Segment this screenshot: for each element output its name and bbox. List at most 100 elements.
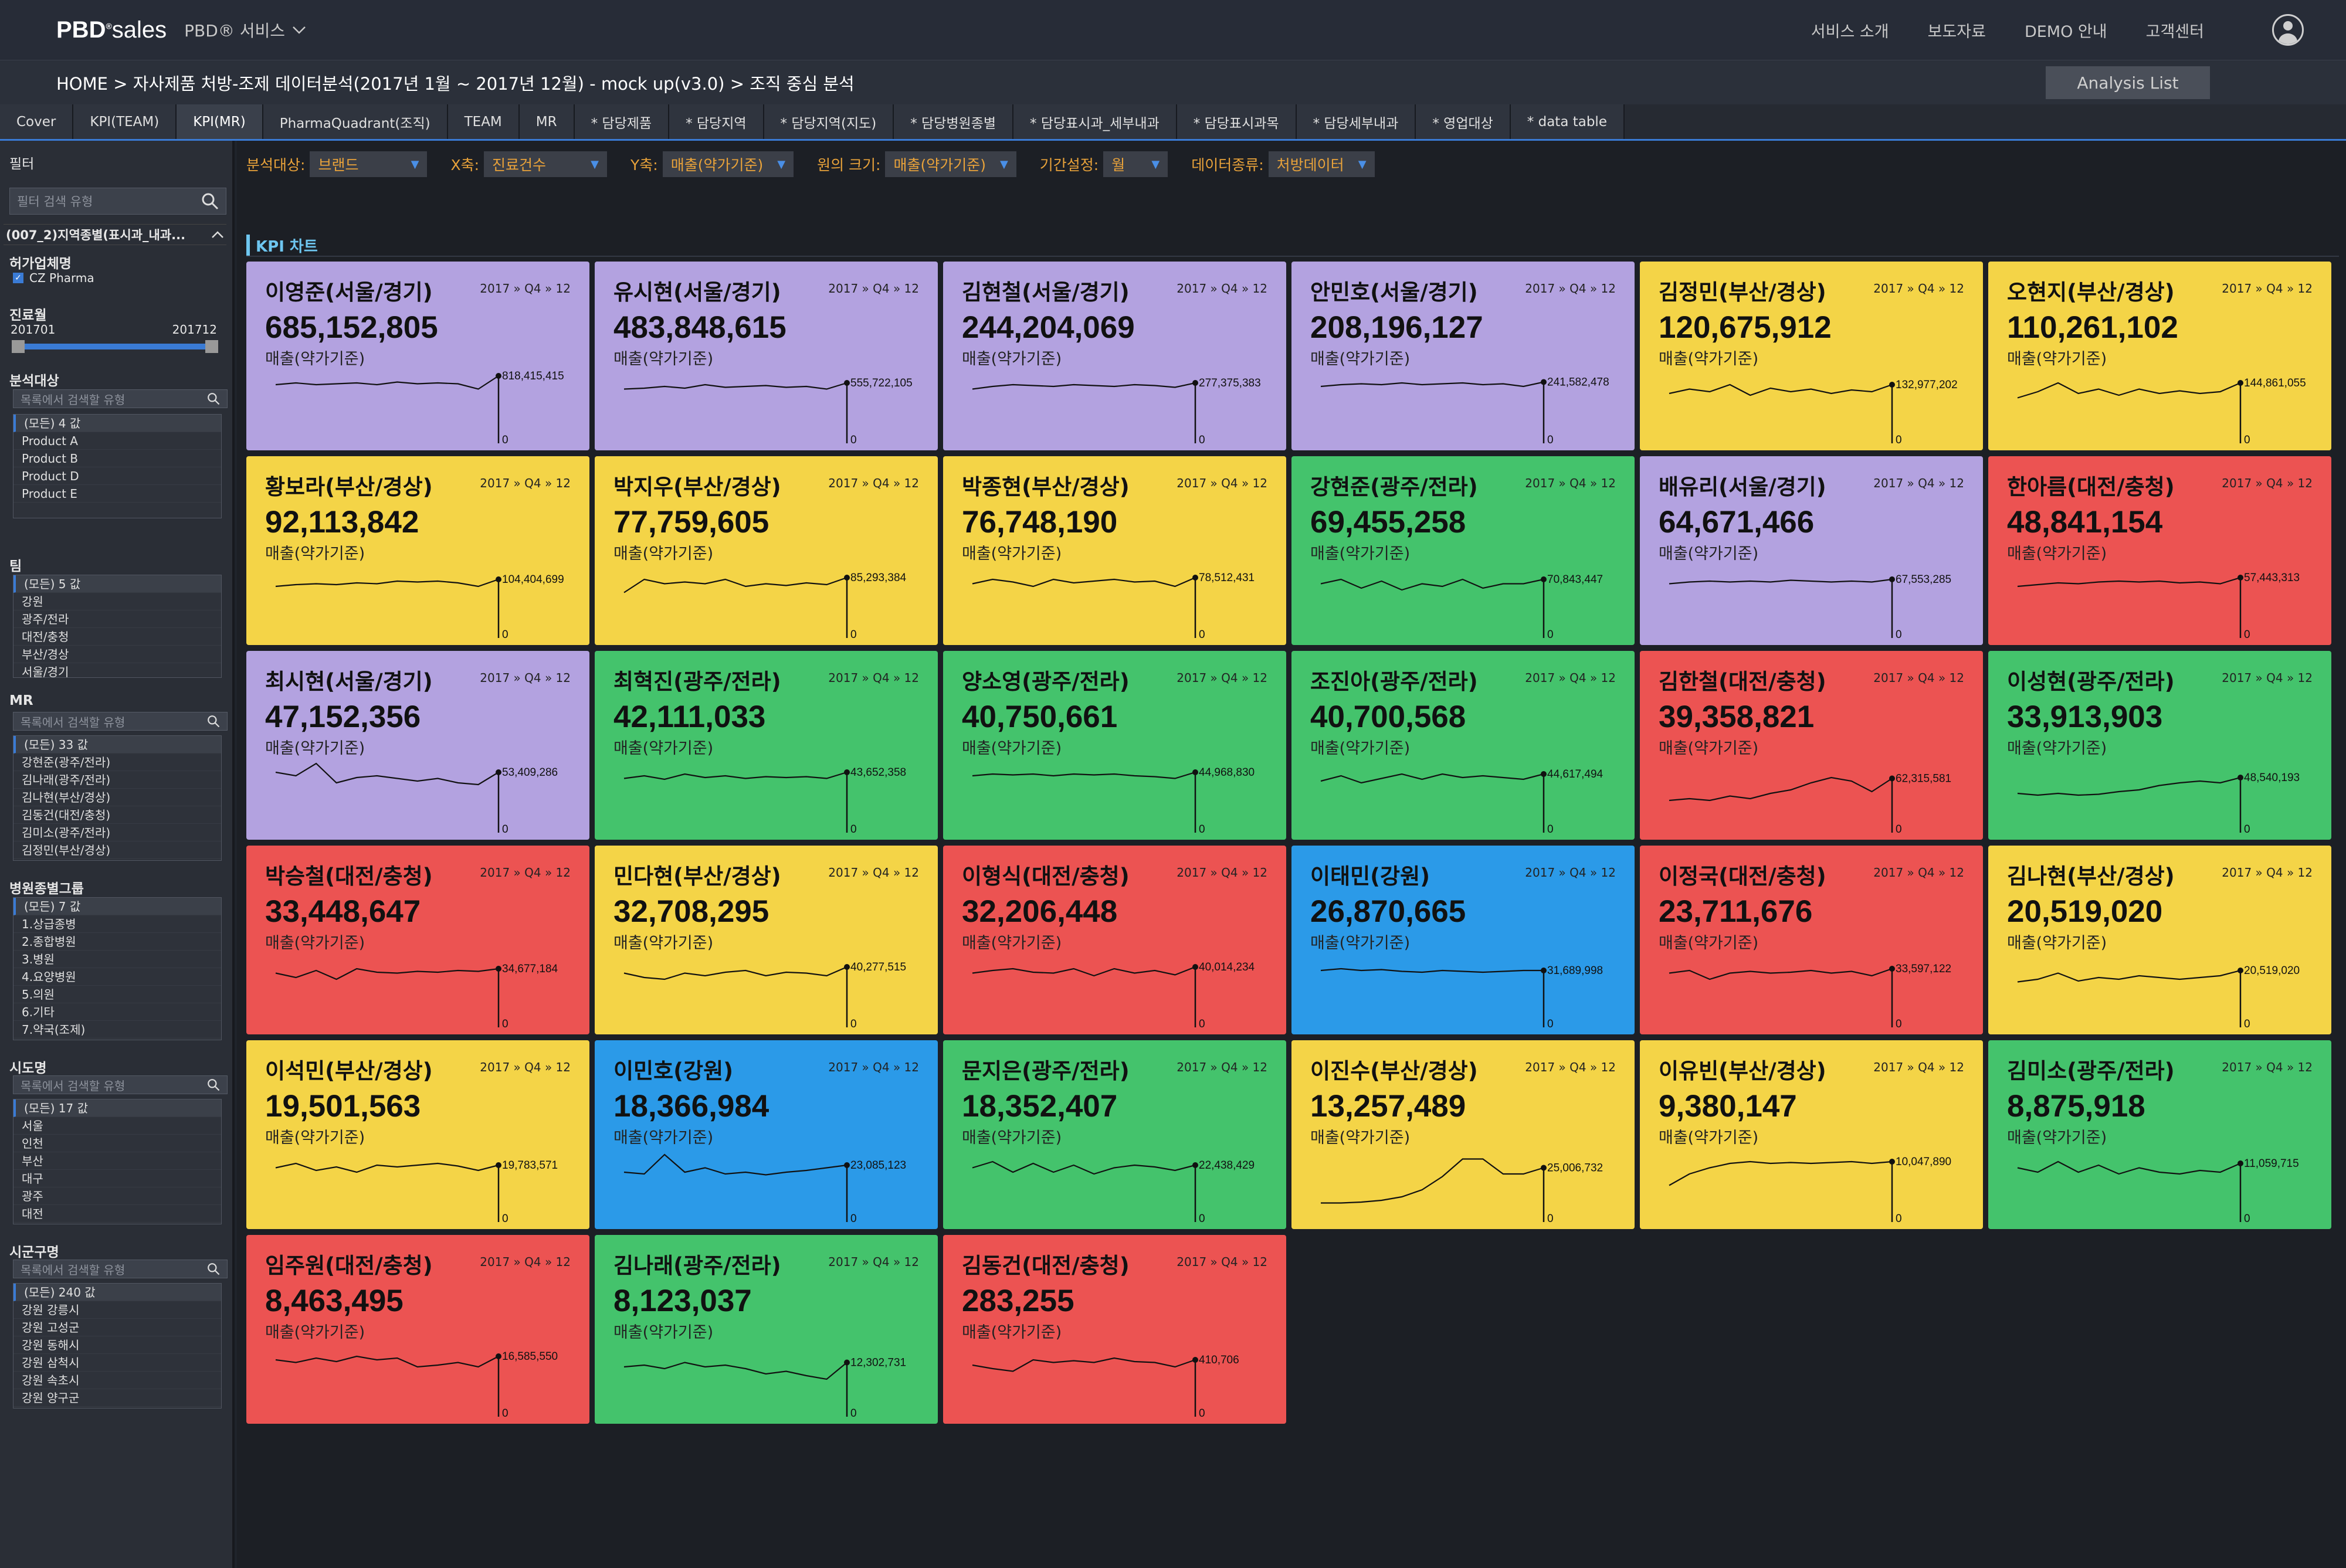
list-item[interactable]: (모든) 5 값 [13, 575, 221, 593]
company-checkbox[interactable]: ✓ CZ Pharma [13, 271, 94, 285]
list-item[interactable]: 강현준(광주/전라) [13, 754, 221, 771]
list-item[interactable]: 강원 동해시 [13, 1336, 221, 1354]
list-item[interactable]: (모든) 4 값 [13, 415, 221, 432]
group-header[interactable]: (007_2)지역종별(표시과_내과... [4, 224, 226, 245]
target-list[interactable]: (모든) 4 값 Product A Product B Product D Produ… [13, 414, 222, 518]
filter-search-input[interactable]: 필터 검색 유형 [9, 188, 226, 215]
list-item[interactable]: Product A [13, 432, 221, 450]
list-item[interactable]: 김나래(광주/전라) [13, 771, 221, 789]
list-item[interactable]: Product E [13, 485, 221, 503]
tab-10[interactable]: * 담당표시과_세부내과 [1013, 104, 1177, 139]
kpi-card[interactable]: 김나현(부산/경상) 2017 » Q4 » 12 20,519,020 매출(약가기… [1988, 846, 2331, 1034]
search-icon[interactable] [207, 1262, 220, 1275]
list-item[interactable]: 서울/경기 [13, 663, 221, 677]
tab-14[interactable]: * data table [1510, 104, 1625, 139]
list-item[interactable]: (모든) 240 값 [13, 1284, 221, 1301]
sigungu-search-input[interactable]: 목록에서 검색할 유형 [13, 1260, 228, 1278]
tab-12[interactable]: * 담당세부내과 [1296, 104, 1416, 139]
kpi-card[interactable]: 박종현(부산/경상) 2017 » Q4 » 12 76,748,190 매출(약가기… [943, 456, 1286, 645]
list-item[interactable]: 광주 [13, 1187, 221, 1205]
list-item[interactable]: 김동건(대전/충청) [13, 806, 221, 824]
kpi-card[interactable]: 이진수(부산/경상) 2017 » Q4 » 12 13,257,489 매출(약가기… [1291, 1040, 1635, 1229]
search-icon[interactable] [201, 192, 219, 210]
tab-4[interactable]: TEAM [447, 104, 520, 139]
list-item[interactable]: 대전 [13, 1205, 221, 1223]
list-item[interactable]: 4.요양병원 [13, 968, 221, 986]
filter-dropdown[interactable]: 진료건수 ▼ [484, 151, 607, 177]
sido-search-input[interactable]: 목록에서 검색할 유형 [13, 1075, 228, 1094]
kpi-card[interactable]: 김한철(대전/충청) 2017 » Q4 » 12 39,358,821 매출(약가기… [1640, 651, 1983, 840]
list-item[interactable]: 1.상급종병 [13, 915, 221, 933]
menu-customer-center[interactable]: 고객센터 [2145, 22, 2204, 41]
kpi-card[interactable]: 임주원(대전/충청) 2017 » Q4 » 12 8,463,495 매출(약가기준… [246, 1235, 589, 1424]
filter-dropdown[interactable]: 브랜드 ▼ [310, 151, 428, 177]
list-item[interactable]: 강원 고성군 [13, 1319, 221, 1336]
search-icon[interactable] [207, 1078, 220, 1091]
kpi-card[interactable]: 이영준(서울/경기) 2017 » Q4 » 12 685,152,805 매출(약가… [246, 262, 589, 450]
list-item[interactable]: 김미소(광주/전라) [13, 824, 221, 841]
kpi-card[interactable]: 오현지(부산/경상) 2017 » Q4 » 12 110,261,102 매출(약가… [1988, 262, 2331, 450]
period-slider-handle-start[interactable] [12, 340, 25, 353]
list-item[interactable]: 6.기타 [13, 1003, 221, 1021]
tab-7[interactable]: * 담당지역 [669, 104, 764, 139]
kpi-card[interactable]: 이석민(부산/경상) 2017 » Q4 » 12 19,501,563 매출(약가기… [246, 1040, 589, 1229]
kpi-card[interactable]: 박승철(대전/충청) 2017 » Q4 » 12 33,448,647 매출(약가기… [246, 846, 589, 1034]
list-item[interactable]: (모든) 7 값 [13, 898, 221, 915]
list-item[interactable]: 광주/전라 [13, 610, 221, 628]
kpi-card[interactable]: 이유빈(부산/경상) 2017 » Q4 » 12 9,380,147 매출(약가기준… [1640, 1040, 1983, 1229]
list-item[interactable]: Product B [13, 450, 221, 467]
tab-13[interactable]: * 영업대상 [1416, 104, 1511, 139]
list-item[interactable]: 인천 [13, 1135, 221, 1152]
kpi-card[interactable]: 한아름(대전/충청) 2017 » Q4 » 12 48,841,154 매출(약가기… [1988, 456, 2331, 645]
kpi-card[interactable]: 이정국(대전/충청) 2017 » Q4 » 12 23,711,676 매출(약가기… [1640, 846, 1983, 1034]
search-icon[interactable] [207, 715, 220, 728]
list-item[interactable]: 강원 강릉시 [13, 1301, 221, 1319]
period-slider-handle-end[interactable] [205, 340, 218, 353]
menu-service-intro[interactable]: 서비스 소개 [1811, 22, 1889, 41]
list-item[interactable]: 7.약국(조제) [13, 1021, 221, 1038]
kpi-card[interactable]: 김현철(서울/경기) 2017 » Q4 » 12 244,204,069 매출(약가… [943, 262, 1286, 450]
mr-list[interactable]: (모든) 33 값 강현준(광주/전라) 김나래(광주/전라) 김나현(부산/경상) 김… [13, 735, 222, 861]
kpi-card[interactable]: 김미소(광주/전라) 2017 » Q4 » 12 8,875,918 매출(약가기준… [1988, 1040, 2331, 1229]
list-item[interactable]: 김정민(부산/경상) [13, 841, 221, 859]
tab-1[interactable]: KPI(TEAM) [73, 104, 177, 139]
tab-9[interactable]: * 담당병원종별 [894, 104, 1014, 139]
tab-5[interactable]: MR [519, 104, 575, 139]
list-item[interactable]: 2.종합병원 [13, 933, 221, 951]
kpi-card[interactable]: 양소영(광주/전라) 2017 » Q4 » 12 40,750,661 매출(약가기… [943, 651, 1286, 840]
kpi-card[interactable]: 이민호(강원) 2017 » Q4 » 12 18,366,984 매출(약가기준) 2… [595, 1040, 938, 1229]
user-icon[interactable] [2272, 14, 2304, 46]
tab-11[interactable]: * 담당표시과목 [1177, 104, 1297, 139]
list-item[interactable]: 강원 속초시 [13, 1372, 221, 1389]
list-item[interactable]: 서울 [13, 1117, 221, 1135]
kpi-card[interactable]: 김나래(광주/전라) 2017 » Q4 » 12 8,123,037 매출(약가기준… [595, 1235, 938, 1424]
search-icon[interactable] [207, 392, 220, 405]
period-slider-track[interactable] [13, 344, 218, 349]
kpi-card[interactable]: 황보라(부산/경상) 2017 » Q4 » 12 92,113,842 매출(약가기… [246, 456, 589, 645]
list-item[interactable]: 강원 [13, 593, 221, 610]
target-search-input[interactable]: 목록에서 검색할 유형 [13, 389, 228, 408]
mr-search-input[interactable]: 목록에서 검색할 유형 [13, 712, 228, 731]
team-list[interactable]: (모든) 5 값 강원 광주/전라 대전/충청 부산/경상 서울/경기 [13, 575, 222, 678]
tab-6[interactable]: * 담당제품 [574, 104, 670, 139]
kpi-card[interactable]: 강현준(광주/전라) 2017 » Q4 » 12 69,455,258 매출(약가기… [1291, 456, 1635, 645]
list-item[interactable]: 김나현(부산/경상) [13, 789, 221, 806]
list-item[interactable]: 강원 삼척시 [13, 1354, 221, 1372]
kpi-card[interactable]: 안민호(서울/경기) 2017 » Q4 » 12 208,196,127 매출(약가… [1291, 262, 1635, 450]
filter-dropdown[interactable]: 월 ▼ [1103, 151, 1168, 177]
kpi-card[interactable]: 박지우(부산/경상) 2017 » Q4 » 12 77,759,605 매출(약가기… [595, 456, 938, 645]
kpi-card[interactable]: 최시현(서울/경기) 2017 » Q4 » 12 47,152,356 매출(약가기… [246, 651, 589, 840]
service-menu[interactable]: PBD® 서비스 [184, 18, 306, 42]
kpi-card[interactable]: 김동건(대전/충청) 2017 » Q4 » 12 283,255 매출(약가기준) 4… [943, 1235, 1286, 1424]
kpi-card[interactable]: 이형식(대전/충청) 2017 » Q4 » 12 32,206,448 매출(약가기… [943, 846, 1286, 1034]
kpi-card[interactable]: 최혁진(광주/전라) 2017 » Q4 » 12 42,111,033 매출(약가기… [595, 651, 938, 840]
kpi-card[interactable]: 민다현(부산/경상) 2017 » Q4 » 12 32,708,295 매출(약가기… [595, 846, 938, 1034]
list-item[interactable]: (모든) 17 값 [13, 1099, 221, 1117]
tab-3[interactable]: PharmaQuadrant(조직) [263, 104, 448, 139]
filter-dropdown[interactable]: 매출(약가기준) ▼ [885, 151, 1016, 177]
hospital-type-list[interactable]: (모든) 7 값 1.상급종병 2.종합병원 3.병원 4.요양병원 5.의원 6.기타 7.… [13, 897, 222, 1040]
kpi-card[interactable]: 이태민(강원) 2017 » Q4 » 12 26,870,665 매출(약가기준) 3… [1291, 846, 1635, 1034]
list-item[interactable]: 부산 [13, 1152, 221, 1170]
filter-dropdown[interactable]: 매출(약가기준) ▼ [662, 151, 794, 177]
list-item[interactable]: 대구 [13, 1170, 221, 1187]
